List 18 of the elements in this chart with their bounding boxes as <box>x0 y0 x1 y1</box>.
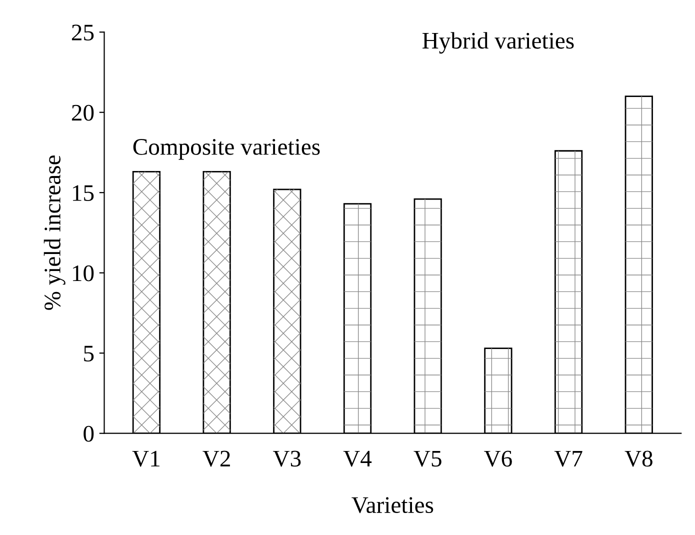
x-tick-label: V4 <box>343 450 372 467</box>
y-tick-label: 15 <box>72 185 94 202</box>
x-axis-title: Varieties <box>352 497 434 514</box>
x-tick-label: V5 <box>414 450 442 467</box>
text: Hybrid varieties <box>422 32 574 54</box>
y-tick-label: 5 <box>84 346 94 362</box>
y-tick-label: 20 <box>72 104 94 121</box>
x-tick-label: V2 <box>202 450 230 467</box>
x-tick-label: V7 <box>554 450 582 467</box>
y-tick-label: 0 <box>84 426 94 442</box>
x-tick-label: V3 <box>272 450 301 467</box>
series-label: Composite varieties <box>133 139 320 160</box>
y-tick-label: 10 <box>72 265 94 282</box>
x-tick-label: V1 <box>132 450 160 467</box>
y-axis-title: % yield increase <box>44 156 66 310</box>
x-tick-label: V6 <box>484 450 512 467</box>
y-tick-label: 25 <box>72 24 94 41</box>
x-tick-label: V8 <box>624 450 652 467</box>
